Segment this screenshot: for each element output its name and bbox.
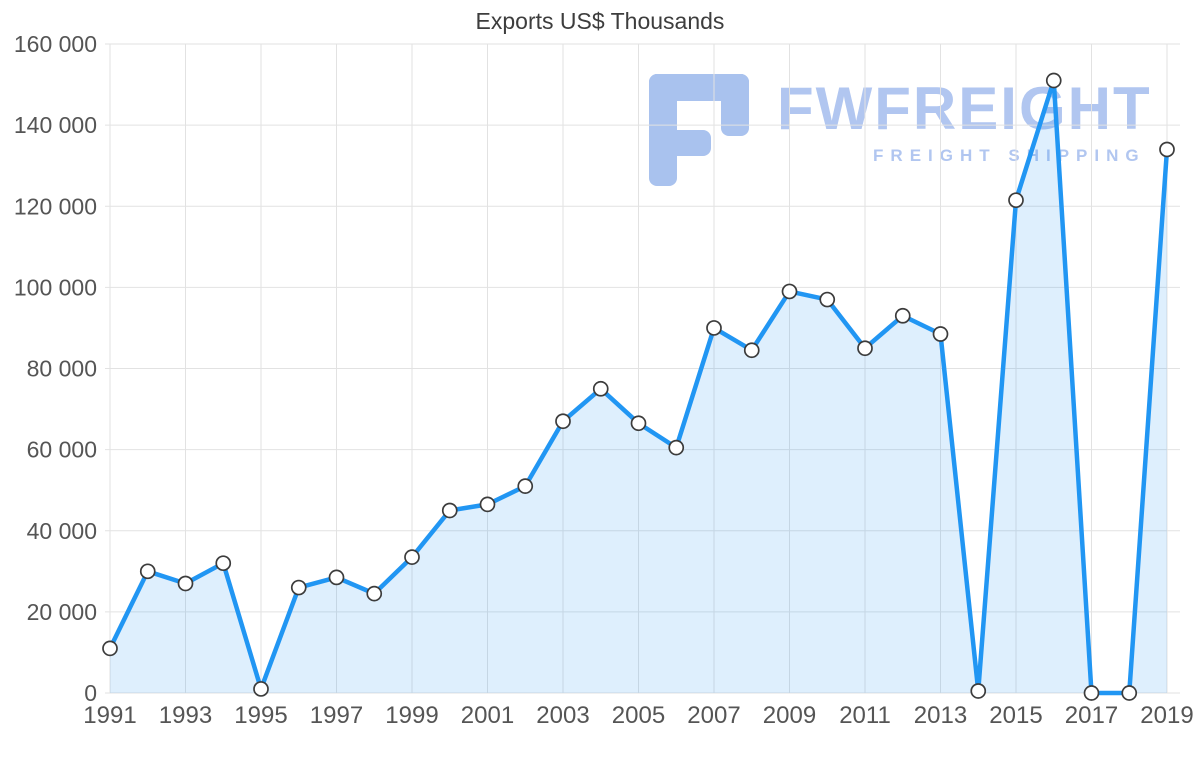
- data-point-marker: [253, 681, 269, 697]
- data-point-marker: [517, 478, 534, 494]
- x-tick-label: 2005: [612, 702, 665, 729]
- y-tick-label: 120 000: [14, 193, 97, 219]
- data-point-marker: [215, 555, 232, 572]
- data-point-marker: [932, 326, 949, 342]
- x-tick-label: 2007: [687, 702, 740, 729]
- data-point-marker: [555, 413, 571, 430]
- data-point-marker: [404, 549, 420, 565]
- x-tick-label: 1993: [159, 702, 212, 729]
- data-point-marker: [1008, 192, 1024, 209]
- data-point-marker: [1121, 685, 1138, 701]
- x-tick-label: 1997: [310, 702, 363, 729]
- data-point-marker: [706, 320, 722, 336]
- x-tick-label: 2001: [461, 702, 514, 729]
- y-tick-label: 40 000: [27, 518, 97, 544]
- data-point-marker: [328, 569, 345, 586]
- data-point-marker: [781, 283, 798, 300]
- x-tick-label: 2015: [989, 702, 1042, 729]
- data-point-marker: [970, 683, 987, 699]
- x-tick-label: 1991: [83, 702, 136, 729]
- data-point-marker: [1159, 141, 1175, 158]
- y-tick-label: 0: [84, 680, 97, 706]
- chart-title: Exports US$ Thousands: [475, 8, 725, 34]
- y-tick-label: 140 000: [14, 112, 97, 138]
- data-point-marker: [479, 496, 496, 513]
- x-tick-label: 2017: [1065, 702, 1118, 729]
- y-tick-label: 100 000: [14, 274, 97, 300]
- y-tick-label: 80 000: [27, 356, 97, 382]
- data-point-marker: [630, 415, 647, 432]
- series-area-fill: [110, 80, 1167, 694]
- x-tick-label: 2009: [763, 702, 816, 729]
- data-point-marker: [1045, 72, 1062, 89]
- data-point-marker: [894, 307, 911, 324]
- data-point-marker: [668, 439, 685, 456]
- y-tick-label: 20 000: [27, 599, 97, 625]
- data-point-marker: [1083, 685, 1100, 701]
- x-tick-label: 1995: [234, 702, 287, 729]
- x-tick-label: 2013: [914, 702, 967, 729]
- data-point-marker: [441, 502, 458, 519]
- data-point-marker: [857, 340, 873, 357]
- data-point-marker: [819, 291, 836, 308]
- data-point-marker: [592, 380, 609, 397]
- data-point-marker: [139, 563, 156, 580]
- x-tick-label: 2019: [1140, 702, 1193, 729]
- data-point-marker: [177, 575, 194, 592]
- x-tick-label: 1999: [385, 702, 438, 729]
- data-point-marker: [743, 342, 760, 359]
- x-tick-label: 2003: [536, 702, 589, 729]
- data-point-marker: [290, 579, 307, 596]
- x-tick-label: 2011: [839, 702, 891, 729]
- data-point-marker: [366, 585, 383, 602]
- data-point-marker: [102, 640, 118, 657]
- y-tick-label: 60 000: [27, 437, 97, 463]
- y-tick-label: 160 000: [14, 31, 97, 57]
